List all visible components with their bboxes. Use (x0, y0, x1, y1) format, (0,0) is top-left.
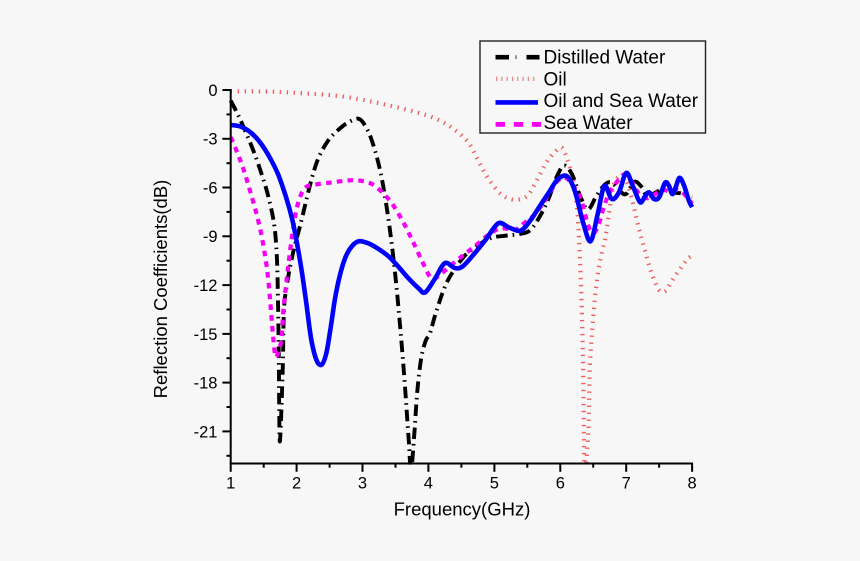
svg-text:-3: -3 (203, 131, 218, 149)
svg-text:-15: -15 (194, 326, 218, 344)
svg-text:3: 3 (358, 475, 367, 493)
svg-text:8: 8 (688, 475, 697, 493)
svg-text:Reflection Coefficients(dB): Reflection Coefficients(dB) (150, 180, 171, 399)
svg-text:-12: -12 (194, 277, 218, 295)
svg-text:-6: -6 (203, 179, 218, 197)
svg-text:2: 2 (292, 475, 301, 493)
svg-text:Oil: Oil (544, 69, 567, 90)
svg-text:6: 6 (556, 475, 565, 493)
svg-text:Sea Water: Sea Water (544, 113, 634, 134)
svg-text:Frequency(GHz): Frequency(GHz) (394, 499, 531, 520)
svg-text:-18: -18 (194, 375, 218, 393)
svg-text:5: 5 (490, 475, 499, 493)
svg-text:0: 0 (208, 82, 217, 100)
svg-text:-21: -21 (194, 423, 218, 441)
svg-text:1: 1 (226, 475, 235, 493)
svg-text:-9: -9 (203, 228, 218, 246)
svg-text:Distilled Water: Distilled Water (544, 48, 666, 69)
svg-text:Oil and Sea Water: Oil and Sea Water (544, 91, 699, 112)
svg-text:7: 7 (622, 475, 631, 493)
svg-text:4: 4 (424, 475, 433, 493)
